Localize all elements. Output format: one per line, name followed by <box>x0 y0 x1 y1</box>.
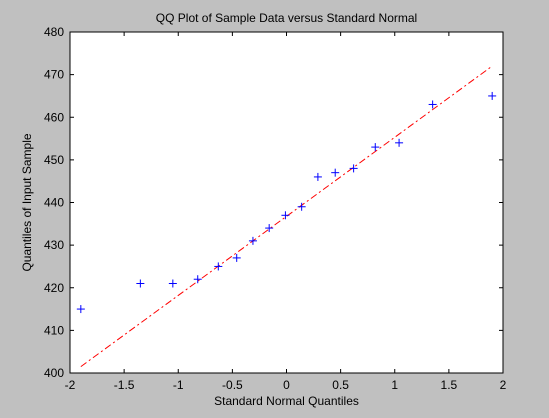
tick-marks <box>69 31 504 374</box>
y-tick-label: 410 <box>44 323 64 337</box>
data-point <box>281 211 290 220</box>
data-point <box>136 279 145 288</box>
data-point <box>248 236 257 245</box>
y-tick-label: 430 <box>44 238 64 252</box>
chart-title: QQ Plot of Sample Data versus Standard N… <box>156 11 417 25</box>
y-tick-label: 420 <box>44 281 64 295</box>
x-tick-label: 1.5 <box>441 378 458 392</box>
x-tick-label: -1 <box>173 378 184 392</box>
data-point <box>193 275 202 284</box>
y-tick-label: 470 <box>44 68 64 82</box>
reference-line <box>80 65 493 368</box>
data-point <box>349 164 358 173</box>
y-tick-labels: 400 410 420 430 440 450 460 470 480 <box>44 25 64 380</box>
data-point <box>76 305 85 314</box>
data-point <box>168 279 177 288</box>
data-point <box>313 172 322 181</box>
y-tick-label: 460 <box>44 110 64 124</box>
x-axis-title: Standard Normal Quantiles <box>214 394 359 408</box>
data-point <box>232 253 241 262</box>
reference-line-layer <box>80 65 493 368</box>
data-point <box>428 100 437 109</box>
y-tick-label: 440 <box>44 196 64 210</box>
data-point <box>371 143 380 152</box>
data-point <box>395 138 404 147</box>
data-point <box>331 168 340 177</box>
data-point <box>214 262 223 271</box>
y-axis-title: Quantiles of Input Sample <box>20 133 34 271</box>
x-tick-label: -0.5 <box>222 378 243 392</box>
x-tick-label: 1 <box>391 378 398 392</box>
x-tick-labels: -2 -1.5 -1 -0.5 0 0.5 1 1.5 2 <box>65 378 507 392</box>
plot-area <box>69 31 504 374</box>
x-tick-label: 2 <box>500 378 507 392</box>
data-point <box>265 224 274 233</box>
x-tick-label: 0.5 <box>332 378 349 392</box>
y-tick-label: 400 <box>44 366 64 380</box>
x-tick-label: 0 <box>283 378 290 392</box>
data-points-layer <box>76 91 497 314</box>
data-point <box>297 202 306 211</box>
data-point <box>488 91 497 100</box>
y-tick-label: 450 <box>44 153 64 167</box>
x-tick-label: -1.5 <box>114 378 135 392</box>
y-tick-label: 480 <box>44 25 64 39</box>
x-tick-label: -2 <box>65 378 76 392</box>
